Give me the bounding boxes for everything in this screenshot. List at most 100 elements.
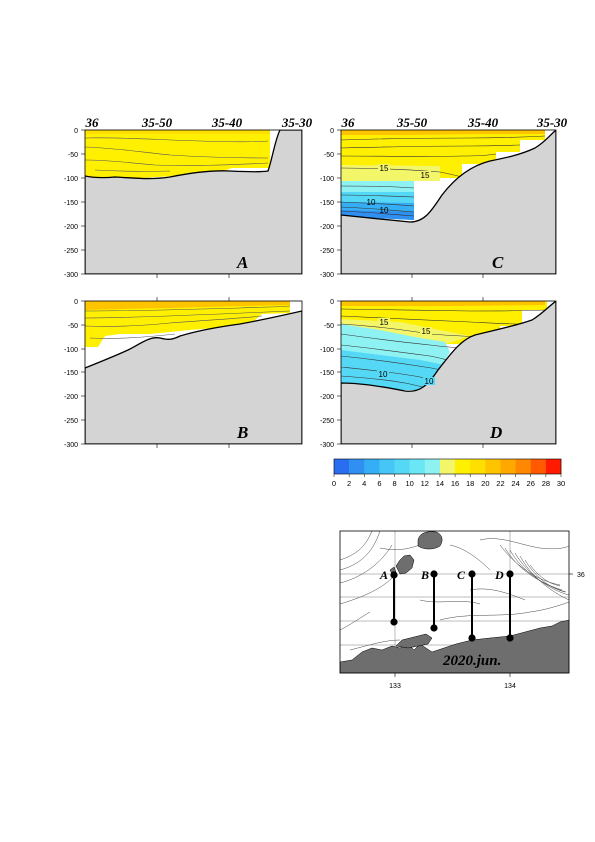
colorbar-tick-label: 14 (436, 479, 444, 488)
colorbar-tick-label: 22 (496, 479, 504, 488)
panel-b-ytick: -250 (64, 418, 78, 425)
panel-c-ytick: 0 (330, 128, 334, 135)
panel-b-ytick: -300 (64, 442, 78, 449)
panel-a-ytick: -50 (68, 152, 78, 159)
map-date-stamp: 2020.jun. (442, 653, 501, 669)
panel-c-isotherm-labels: 15 15 10 10 (367, 164, 431, 215)
panel-a-xtick: 35-40 (211, 115, 243, 130)
panel-d-seabed (341, 301, 556, 444)
map-label-b: B (420, 568, 429, 582)
panel-d-ytick: -100 (320, 347, 334, 354)
panel-b-ytick: -200 (64, 394, 78, 401)
panel-c-isotherm-label: 15 (380, 164, 389, 173)
panel-c-xtick: 35-30 (536, 115, 568, 130)
panel-a-ytick: -300 (64, 272, 78, 279)
colorbar-cell (379, 459, 395, 474)
panel-d: 15 15 10 10 0 -50 -100 -150 -200 -250 -3… (320, 297, 557, 449)
colorbar-cell (394, 459, 410, 474)
panel-c-surface-band (341, 130, 545, 135)
panel-c: 15 15 10 10 36 35-50 35-40 35-30 0 -50 -… (320, 115, 568, 279)
panel-c-xtick: 35-40 (467, 115, 499, 130)
panel-a-surface-band (85, 130, 270, 134)
colorbar-tick-label: 26 (527, 479, 535, 488)
panel-b-label: B (236, 423, 248, 442)
panel-b: 0 -50 -100 -150 -200 -250 -300 B (64, 297, 303, 449)
panel-a-seabed (85, 130, 302, 274)
panel-c-isotherm-label: 10 (367, 198, 376, 207)
panel-d-surface-band (341, 301, 545, 306)
panel-a-ytick: -100 (64, 176, 78, 183)
panel-c-isotherms (341, 135, 546, 217)
map-lat-tick: 36 (577, 572, 585, 579)
map-label-a: A (379, 568, 388, 582)
colorbar-cell (424, 459, 441, 474)
panel-b-surface-band (85, 301, 290, 310)
panel-c-ytick: -50 (324, 152, 334, 159)
colorbar-tick-label: 8 (392, 479, 396, 488)
colorbar-cell (500, 459, 516, 474)
panel-c-x-ticks: 36 35-50 35-40 35-30 (341, 115, 568, 130)
panel-d-ytick: 0 (330, 299, 334, 306)
panel-d-ytick: -200 (320, 394, 334, 401)
panel-c-seabed (341, 130, 556, 274)
colorbar-tick-label: 0 (332, 479, 336, 488)
location-map: A B C D 2020.jun. 133 134 36 (339, 530, 585, 690)
map-land-shimane-peninsula (395, 633, 433, 649)
colorbar-tick-label: 2 (347, 479, 351, 488)
panel-b-ytick: -150 (64, 370, 78, 377)
map-label-c: C (457, 568, 466, 582)
panel-a-warm-layer (85, 130, 270, 178)
panel-b-isotherms (85, 305, 291, 339)
colorbar-cell (485, 459, 501, 474)
colorbar-tick-label: 20 (481, 479, 489, 488)
colorbar-cell (545, 459, 562, 474)
panel-a-ytick: -250 (64, 248, 78, 255)
map-label-d: D (494, 568, 504, 582)
panel-b-y-ticks: 0 -50 -100 -150 -200 -250 -300 (64, 299, 78, 449)
colorbar-cells (334, 459, 562, 474)
panel-d-isotherm-label: 10 (425, 377, 434, 386)
panel-c-label: C (492, 253, 504, 272)
panel-c-mid-layer (341, 165, 440, 181)
panel-b-ytick: 0 (74, 299, 78, 306)
map-bathymetry-contours (339, 530, 570, 651)
panel-c-ytick: -150 (320, 200, 334, 207)
panel-b-seabed (85, 310, 302, 444)
panel-c-ytick: -250 (320, 248, 334, 255)
panel-c-ytick: -100 (320, 176, 334, 183)
panel-d-y-ticks: 0 -50 -100 -150 -200 -250 -300 (320, 299, 334, 449)
panel-b-warm-layer (85, 301, 290, 347)
colorbar-ticks: 0 2 4 6 8 10 12 14 16 18 20 22 24 26 28 30 (332, 474, 565, 488)
colorbar-cell (349, 459, 365, 474)
colorbar-tick-label: 6 (377, 479, 381, 488)
colorbar-tick-label: 16 (451, 479, 459, 488)
map-lon-tick: 134 (504, 683, 516, 690)
panel-a-xtick: 35-30 (281, 115, 313, 130)
map-transects (390, 570, 514, 642)
map-island-oki-dozen (395, 554, 415, 575)
panel-b-ytick: -100 (64, 347, 78, 354)
colorbar-tick-label: 10 (405, 479, 413, 488)
panel-c-ytick: -200 (320, 224, 334, 231)
colorbar-cell (364, 459, 380, 474)
map-lon-tick: 133 (389, 683, 401, 690)
colorbar-cell (455, 459, 471, 474)
colorbar-tick-label: 4 (362, 479, 366, 488)
panel-d-ytick: -250 (320, 418, 334, 425)
colorbar-cell (439, 459, 456, 474)
panel-a-ytick: 0 (74, 128, 78, 135)
panel-d-isotherm-label: 10 (379, 370, 388, 379)
map-land-honshu (339, 619, 570, 674)
panel-b-ytick: -50 (68, 323, 78, 330)
panel-a: 36 35-50 35-40 35-30 0 -50 -100 -150 -20… (64, 115, 313, 279)
panel-d-ytick: -300 (320, 442, 334, 449)
colorbar: 0 2 4 6 8 10 12 14 16 18 20 22 24 26 28 30 (332, 458, 565, 488)
panel-d-ytick: -150 (320, 370, 334, 377)
panel-c-y-ticks: 0 -50 -100 -150 -200 -250 -300 (320, 128, 334, 279)
colorbar-tick-label: 18 (466, 479, 474, 488)
panel-c-xtick: 36 (341, 115, 356, 130)
colorbar-cell (470, 459, 486, 474)
panel-d-label: D (489, 423, 502, 442)
panel-c-ytick: -300 (320, 272, 334, 279)
